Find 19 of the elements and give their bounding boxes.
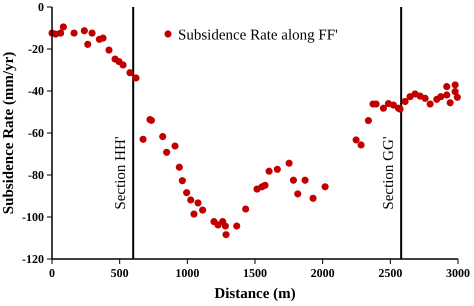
legend-label: Subsidence Rate along FF' <box>178 27 338 44</box>
x-tick-label: 3000 <box>446 266 470 280</box>
x-tick-label: 1000 <box>175 266 200 280</box>
y-tick-label: -20 <box>28 42 44 56</box>
x-tick-label: 1500 <box>243 266 267 280</box>
x-axis-title: Distance (m) <box>214 286 296 302</box>
x-tick-label: 2000 <box>310 266 335 280</box>
y-tick-label: -40 <box>28 84 44 98</box>
y-tick-label: -80 <box>28 168 44 182</box>
x-tick-label: 0 <box>49 266 55 280</box>
y-tick-label: -60 <box>28 126 44 140</box>
y-tick-label: -120 <box>22 252 44 266</box>
ref-line-label: Section HH' <box>113 136 130 210</box>
x-tick-label: 500 <box>110 266 129 280</box>
x-tick-label: 2500 <box>378 266 402 280</box>
y-tick-label: -100 <box>22 210 44 224</box>
y-axis-title: Subsidence Rate (mm/yr) <box>1 52 17 214</box>
y-tick-label: 0 <box>38 0 44 14</box>
ref-line-label: Section GG' <box>381 136 398 210</box>
